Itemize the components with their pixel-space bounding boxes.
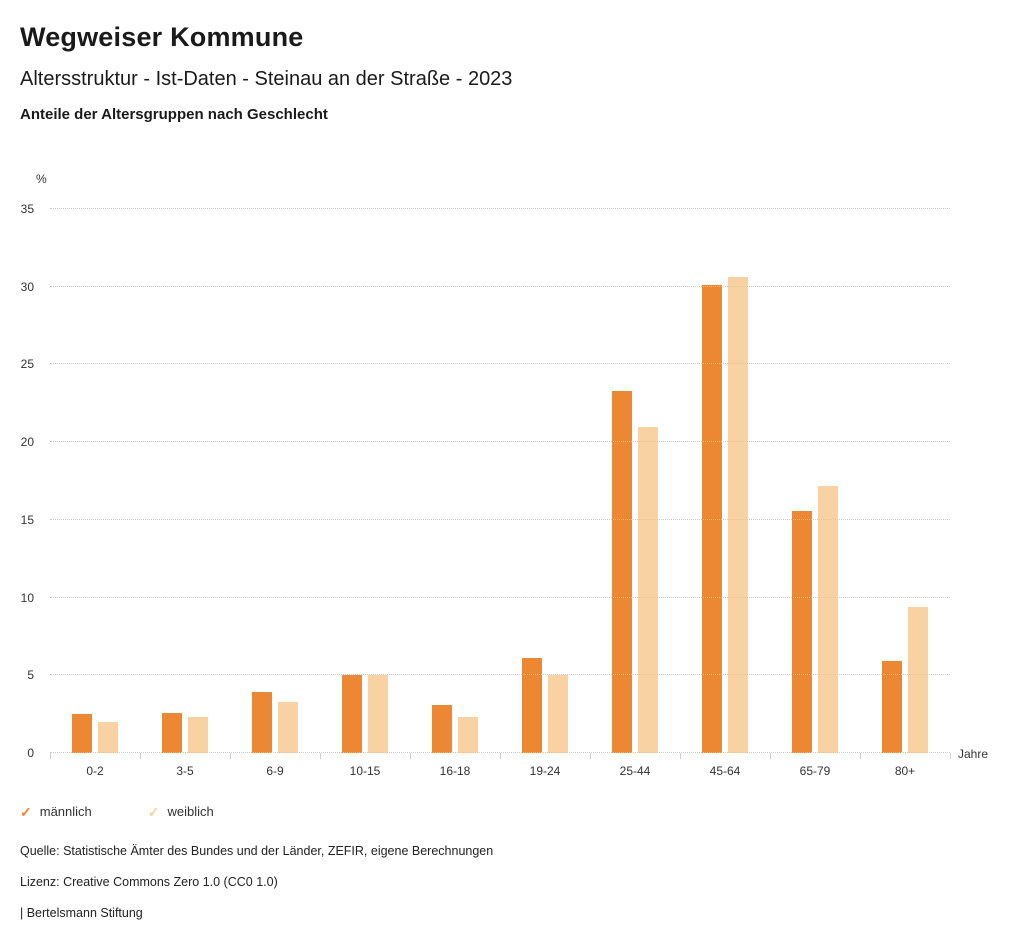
bar-group-25-44 [590,209,680,753]
gridline-15 [50,518,950,520]
x-tick-label-16-18: 16-18 [439,764,471,778]
legend: ✓ männlich ✓ weiblich [20,804,214,819]
legend-label-männlich: männlich [39,804,92,819]
x-tick-label-25-44: 25-44 [619,764,651,778]
gridline-30 [50,285,950,287]
bar-group-16-18 [410,209,500,753]
bar-männlich-80+ [882,661,902,753]
bar-weiblich-16-18 [458,717,478,753]
x-tick-label-3-5: 3-5 [176,764,194,778]
page-title: Wegweiser Kommune [20,22,304,52]
y-tick-label-10: 10 [20,590,34,605]
bar-group-45-64 [680,209,770,753]
legend-item-weiblich: ✓ weiblich [148,804,214,819]
x-tick-label-10-15: 10-15 [349,764,381,778]
brand-note: | Bertelsmann Stiftung [20,906,143,920]
y-tick-label-0: 0 [27,746,34,760]
bar-männlich-25-44 [612,390,632,753]
chart-sub-subtitle: Anteile der Altersgruppen nach Geschlech… [20,106,328,123]
x-axis-tick [770,753,771,759]
legend-item-männlich: ✓ männlich [20,804,92,819]
y-tick-label-35: 35 [20,202,34,216]
plot-area [50,208,950,753]
x-tick-label-80+: 80+ [894,764,916,778]
bar-group-10-15 [320,209,410,753]
bar-group-80+ [860,209,950,753]
x-tick-label-6-9: 6-9 [266,764,284,778]
bar-männlich-19-24 [522,658,542,753]
bar-weiblich-3-5 [188,717,208,753]
x-axis-tick [230,753,231,759]
x-axis-tick [50,753,51,759]
bar-weiblich-19-24 [548,675,568,753]
x-tick-label-0-2: 0-2 [86,764,104,778]
y-tick-label-25: 25 [20,357,34,372]
x-axis-unit-label: Jahre [958,747,989,761]
x-axis-tick [590,753,591,759]
gridline-0 [50,752,950,753]
bar-group-0-2 [50,209,140,753]
bar-weiblich-10-15 [368,675,388,753]
bar-männlich-65-79 [792,510,812,753]
gridline-5 [50,674,950,676]
gridline-25 [50,363,950,365]
y-axis-unit-label: % [36,172,47,186]
bar-männlich-0-2 [72,714,92,753]
bar-group-65-79 [770,209,860,753]
bar-männlich-10-15 [342,675,362,753]
x-axis-tick [950,753,951,759]
x-axis-tick [500,753,501,759]
bar-group-6-9 [230,209,320,753]
y-tick-label-15: 15 [20,512,34,527]
gridline-10 [50,596,950,598]
x-axis-tick [860,753,861,759]
y-tick-label-5: 5 [27,668,34,683]
legend-label-weiblich: weiblich [167,804,214,819]
bar-weiblich-25-44 [638,426,658,753]
x-tick-label-65-79: 65-79 [799,764,831,778]
bar-weiblich-0-2 [98,721,118,753]
x-axis-tick [680,753,681,759]
bar-weiblich-6-9 [278,701,298,753]
y-tick-label-20: 20 [20,435,34,450]
x-tick-label-45-64: 45-64 [709,764,741,778]
bar-männlich-6-9 [252,692,272,753]
bar-weiblich-80+ [908,606,928,753]
license-note: Lizenz: Creative Commons Zero 1.0 (CC0 1… [20,875,278,889]
bar-männlich-3-5 [162,712,182,753]
x-axis-tick [140,753,141,759]
x-tick-label-19-24: 19-24 [529,764,561,778]
x-axis-tick [410,753,411,759]
bar-group-3-5 [140,209,230,753]
checkmark-icon: ✓ [20,803,32,820]
bar-groups [50,209,950,753]
gridline-20 [50,441,950,443]
x-axis-tick [320,753,321,759]
bar-männlich-16-18 [432,704,452,753]
checkmark-icon: ✓ [147,803,160,820]
bar-group-19-24 [500,209,590,753]
y-axis-labels: 0 5 10 15 20 25 30 35 [0,202,40,760]
y-tick-label-30: 30 [20,279,34,294]
chart-subtitle: Altersstruktur - Ist-Daten - Steinau an … [20,68,513,90]
bar-weiblich-45-64 [728,277,748,753]
gridline-35 [50,208,950,209]
source-note: Quelle: Statistische Ämter des Bundes un… [20,844,494,858]
bar-weiblich-65-79 [818,485,838,753]
x-axis-labels: 0-2 3-5 6-9 10-15 16-18 19-24 25-44 45-64 65-79 8… [50,764,950,778]
